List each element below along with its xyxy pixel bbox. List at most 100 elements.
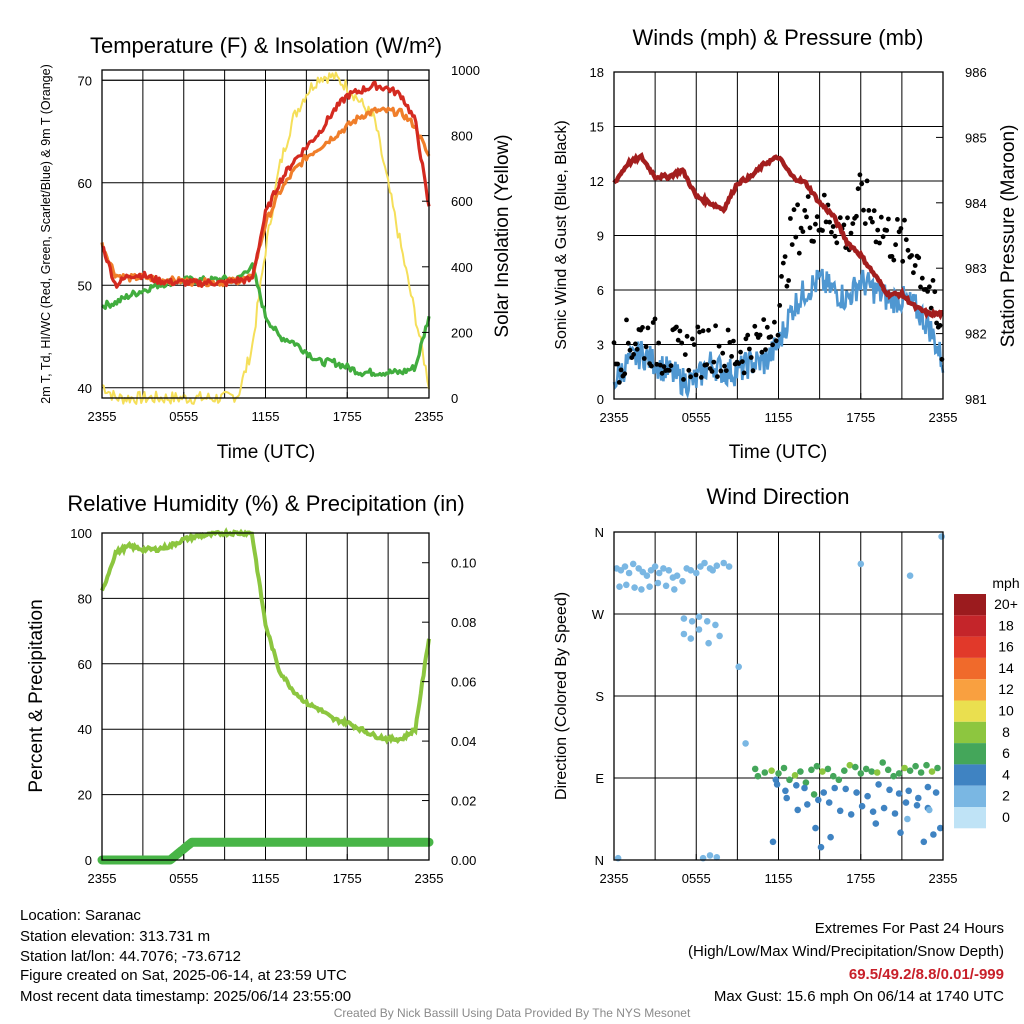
direction-point	[775, 770, 782, 777]
legend-swatch	[954, 615, 986, 637]
direction-point	[812, 824, 819, 832]
gust-point	[859, 181, 865, 187]
direction-point	[797, 768, 804, 775]
direction-point	[680, 615, 688, 622]
direction-point	[886, 786, 893, 794]
y-tick-label: 50	[78, 278, 92, 293]
gust-point	[857, 172, 863, 178]
legend-label: 12	[998, 681, 1014, 697]
direction-point	[802, 779, 810, 786]
gust-point	[704, 362, 710, 367]
legend-swatch	[954, 679, 986, 701]
gust-point	[911, 270, 916, 276]
y2-tick-label: 0.10	[451, 556, 476, 571]
direction-point	[884, 766, 892, 774]
temperature-panel: Temperature (F) & Insolation (W/m²) 2355…	[39, 33, 513, 463]
direction-point	[928, 768, 936, 775]
gust-point	[925, 289, 930, 294]
gust-point	[927, 284, 932, 290]
direction-point	[761, 769, 769, 776]
gust-point	[786, 278, 791, 283]
direction-point	[891, 810, 899, 817]
gust-point	[697, 329, 702, 335]
legend-title: mph	[992, 575, 1019, 591]
direction-point	[716, 632, 723, 640]
direction-point	[688, 618, 696, 625]
direction-point	[804, 801, 811, 808]
direction-point	[794, 806, 801, 814]
legend-label: 8	[1002, 724, 1010, 740]
gust-point	[880, 234, 886, 240]
direction-point	[912, 762, 919, 770]
direction-point	[791, 772, 799, 779]
direction-point	[754, 772, 762, 780]
gust-point	[772, 319, 777, 325]
series-line-station-pressure	[612, 151, 944, 321]
gust-point	[731, 338, 736, 344]
direction-point	[868, 768, 875, 775]
direction-point	[786, 776, 793, 784]
gust-point	[779, 274, 784, 279]
gust-point	[657, 362, 663, 368]
direction-point	[875, 781, 882, 788]
direction-point	[625, 569, 633, 577]
direction-point	[917, 769, 925, 776]
gust-point	[668, 363, 674, 369]
gust-point	[693, 372, 699, 378]
x-tick-label: 2355	[929, 871, 958, 886]
gust-point	[868, 215, 873, 221]
credit-text: Created By Nick Bassill Using Data Provi…	[333, 1006, 691, 1020]
direction-point	[824, 765, 832, 773]
direction-point	[846, 761, 854, 769]
gust-point	[691, 342, 697, 347]
gust-point	[845, 215, 850, 221]
gust-point	[688, 374, 693, 380]
gust-point	[750, 368, 756, 374]
gust-point	[850, 221, 856, 227]
legend-label: 20+	[994, 596, 1018, 612]
gust-point	[761, 317, 767, 322]
gust-point	[814, 214, 820, 220]
gust-point	[616, 380, 622, 385]
gust-point	[848, 230, 854, 236]
gust-point	[903, 237, 909, 243]
y2-tick-label: 0.00	[451, 853, 476, 868]
gust-point	[870, 219, 875, 225]
gust-point	[871, 208, 877, 214]
direction-point	[793, 782, 800, 789]
direction-point	[905, 787, 912, 795]
speed-colorbar-legend: mph 20+ 18 16 14 12 10 8 6 4 2 0	[954, 575, 1020, 829]
gust-point	[773, 338, 779, 344]
y2-tick-label: 0.04	[451, 734, 476, 749]
direction-point	[864, 792, 871, 800]
x-tick-label: 2355	[415, 871, 444, 886]
direction-point	[742, 740, 749, 747]
legend-swatch	[954, 721, 986, 744]
gust-point	[634, 346, 640, 352]
direction-point	[808, 766, 815, 774]
y-tick-label: W	[592, 607, 605, 622]
y-tick-label: 12	[590, 174, 604, 189]
gust-point	[686, 367, 692, 373]
gust-point	[627, 347, 633, 353]
direction-point	[662, 582, 670, 590]
direction-point	[735, 663, 742, 671]
direction-point	[769, 838, 777, 846]
humidity-panel: Relative Humidity (%) & Precipitation (i…	[26, 491, 476, 886]
gust-point	[788, 216, 793, 221]
y2-tick-label: 983	[965, 261, 987, 276]
direction-point	[616, 583, 623, 590]
legend-label: 0	[1002, 809, 1010, 825]
y-tick-label: 80	[78, 591, 92, 606]
direction-point	[643, 572, 651, 579]
temperature-ylabel: 2m T, Td, HI/WC (Red, Green, Scarlet/Blu…	[39, 64, 53, 403]
direction-point	[703, 618, 711, 625]
gust-point	[652, 316, 658, 322]
legend-swatch	[954, 636, 986, 658]
elevation-text: Station elevation: 313.731 m	[20, 928, 211, 945]
y-tick-label: 9	[597, 229, 604, 244]
gust-point	[804, 214, 809, 220]
direction-point	[932, 789, 940, 796]
pressure-ylabel: Station Pressure (Maroon)	[998, 125, 1019, 348]
direction-point	[695, 613, 703, 620]
